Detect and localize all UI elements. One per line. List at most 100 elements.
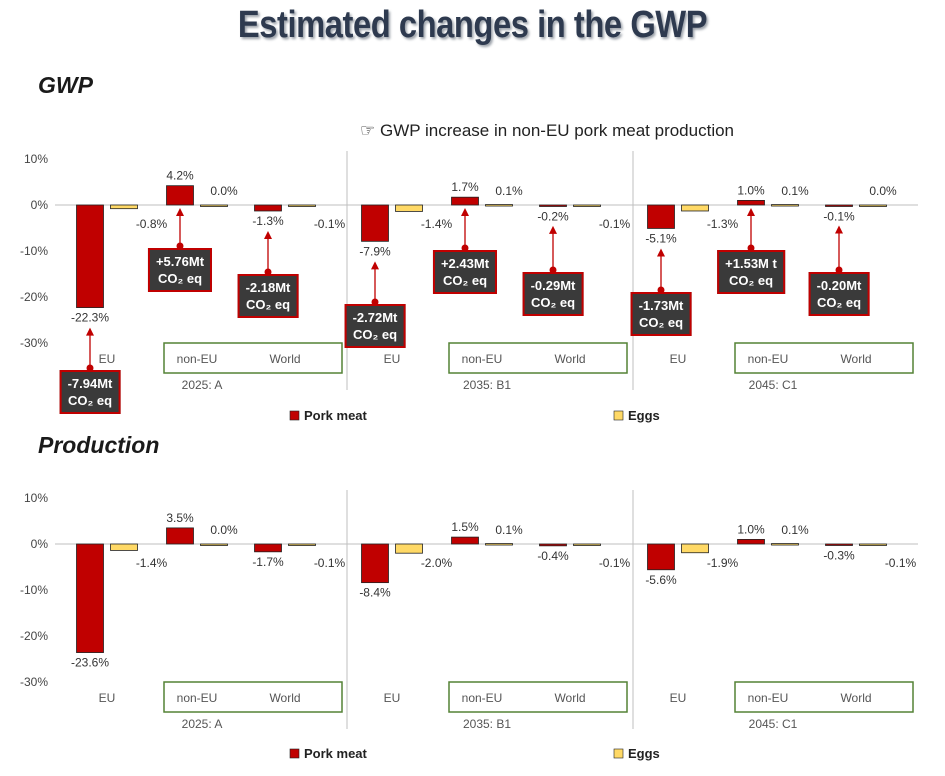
page-title: Estimated changes in the GWP [237, 4, 708, 46]
gwp-section-label: GWP [38, 72, 93, 98]
gwp-region-label: World [840, 352, 871, 366]
production-data-label: -1.9% [707, 556, 739, 570]
gwp-callout: -7.94Mt CO₂ eq [59, 370, 121, 414]
production-legend-label: Eggs [628, 746, 660, 761]
gwp-data-label: 0.1% [495, 184, 523, 198]
gwp-data-label: -0.1% [599, 217, 631, 231]
gwp-bar-eggs [200, 204, 228, 207]
callout-arrow-dot [176, 242, 184, 250]
production-bar-eggs [573, 543, 601, 546]
gwp-data-label: -5.1% [645, 231, 677, 245]
production-region-label: EU [384, 691, 401, 705]
gwp-region-label: EU [384, 352, 401, 366]
gwp-scenario-label: 2045: C1 [749, 378, 798, 392]
production-y-tick-label: -20% [20, 629, 48, 643]
gwp-region-label: non-EU [748, 352, 789, 366]
gwp-legend-swatch-eggs [613, 410, 624, 421]
gwp-group-box [163, 342, 343, 374]
production-data-label: -1.7% [252, 555, 284, 569]
gwp-bar-eggs [288, 204, 316, 207]
gwp-callout: -2.72Mt CO₂ eq [344, 304, 406, 348]
gwp-callout: +5.76Mt CO₂ eq [147, 248, 213, 292]
callout-arrow-dot [86, 364, 94, 372]
production-bar-pork [647, 543, 675, 571]
production-region-label: World [269, 691, 300, 705]
production-region-label: World [554, 691, 585, 705]
gwp-bar-pork [825, 204, 853, 207]
production-data-label: 0.0% [210, 523, 238, 537]
callout-arrow-dot [264, 268, 272, 276]
production-data-label: 1.5% [451, 520, 479, 534]
production-region-label: non-EU [177, 691, 218, 705]
callout-arrow-head [747, 208, 755, 216]
callout-arrow-dot [461, 244, 469, 252]
gwp-callout: -0.29Mt CO₂ eq [522, 272, 584, 316]
gwp-callout: -0.20Mt CO₂ eq [808, 272, 870, 316]
production-data-label: -8.4% [359, 586, 391, 600]
gwp-data-label: -0.1% [314, 217, 346, 231]
gwp-data-label: 0.0% [869, 184, 897, 198]
production-bar-eggs [110, 543, 138, 551]
production-data-label: -0.1% [314, 556, 346, 570]
gwp-legend-swatch-pork [289, 410, 300, 421]
callout-arrow-head [371, 261, 379, 270]
gwp-bar-pork [166, 185, 194, 206]
gwp-region-label: EU [670, 352, 687, 366]
production-bar-pork [166, 527, 194, 545]
production-data-label: 0.1% [495, 523, 523, 537]
gwp-group-box [448, 342, 628, 374]
production-bar-pork [737, 539, 765, 545]
callout-arrow-dot [835, 266, 843, 274]
gwp-bar-eggs [110, 204, 138, 210]
production-data-label: 0.1% [781, 523, 809, 537]
production-data-label: -0.1% [885, 556, 917, 570]
production-bar-eggs [395, 543, 423, 554]
production-scenario-label: 2045: C1 [749, 717, 798, 731]
gwp-bar-eggs [859, 204, 887, 207]
production-scenario-label: 2035: B1 [463, 717, 511, 731]
gwp-bar-pork [451, 196, 479, 206]
callout-arrow-dot [549, 266, 557, 274]
production-y-tick-label: 0% [31, 537, 49, 551]
callout-arrow-dot [371, 298, 379, 306]
callout-arrow-dot [747, 244, 755, 252]
gwp-bar-eggs [771, 204, 799, 207]
gwp-scenario-label: 2025: A [182, 378, 223, 392]
production-region-label: non-EU [462, 691, 503, 705]
production-data-label: -23.6% [71, 656, 109, 670]
production-data-label: -0.3% [823, 549, 855, 563]
gwp-region-label: EU [99, 352, 116, 366]
gwp-bar-eggs [485, 204, 513, 207]
callout-arrow-head [657, 248, 665, 257]
production-bar-pork [254, 543, 282, 553]
gwp-data-label: 0.1% [781, 184, 809, 198]
gwp-y-tick-label: 10% [24, 152, 48, 166]
production-region-label: non-EU [748, 691, 789, 705]
production-bar-pork [539, 543, 567, 547]
gwp-scenario-label: 2035: B1 [463, 378, 511, 392]
gwp-legend-label: Eggs [628, 408, 660, 423]
gwp-note: ☞ GWP increase in non-EU pork meat produ… [360, 121, 734, 141]
production-group-box [163, 681, 343, 713]
gwp-data-label: -0.2% [537, 210, 569, 224]
gwp-region-label: non-EU [177, 352, 218, 366]
callout-arrow-head [835, 225, 843, 234]
gwp-callout: +1.53M t CO₂ eq [717, 250, 785, 294]
production-y-tick-label: -30% [20, 675, 48, 689]
production-data-label: -0.1% [599, 556, 631, 570]
callout-arrow-dot [657, 286, 665, 294]
gwp-data-label: -0.8% [136, 217, 168, 231]
pointing-hand-icon: ☞ [360, 121, 376, 140]
production-data-label: 1.0% [737, 522, 765, 536]
production-y-tick-label: -10% [20, 583, 48, 597]
callout-arrow-head [461, 208, 469, 216]
production-group-box [448, 681, 628, 713]
callout-arrow-head [86, 327, 94, 336]
gwp-callout: +2.43Mt CO₂ eq [432, 250, 498, 294]
gwp-data-label: -22.3% [71, 311, 109, 325]
production-data-label: 3.5% [166, 511, 194, 525]
production-data-label: -2.0% [421, 556, 453, 570]
gwp-region-label: World [269, 352, 300, 366]
gwp-data-label: 1.0% [737, 183, 765, 197]
